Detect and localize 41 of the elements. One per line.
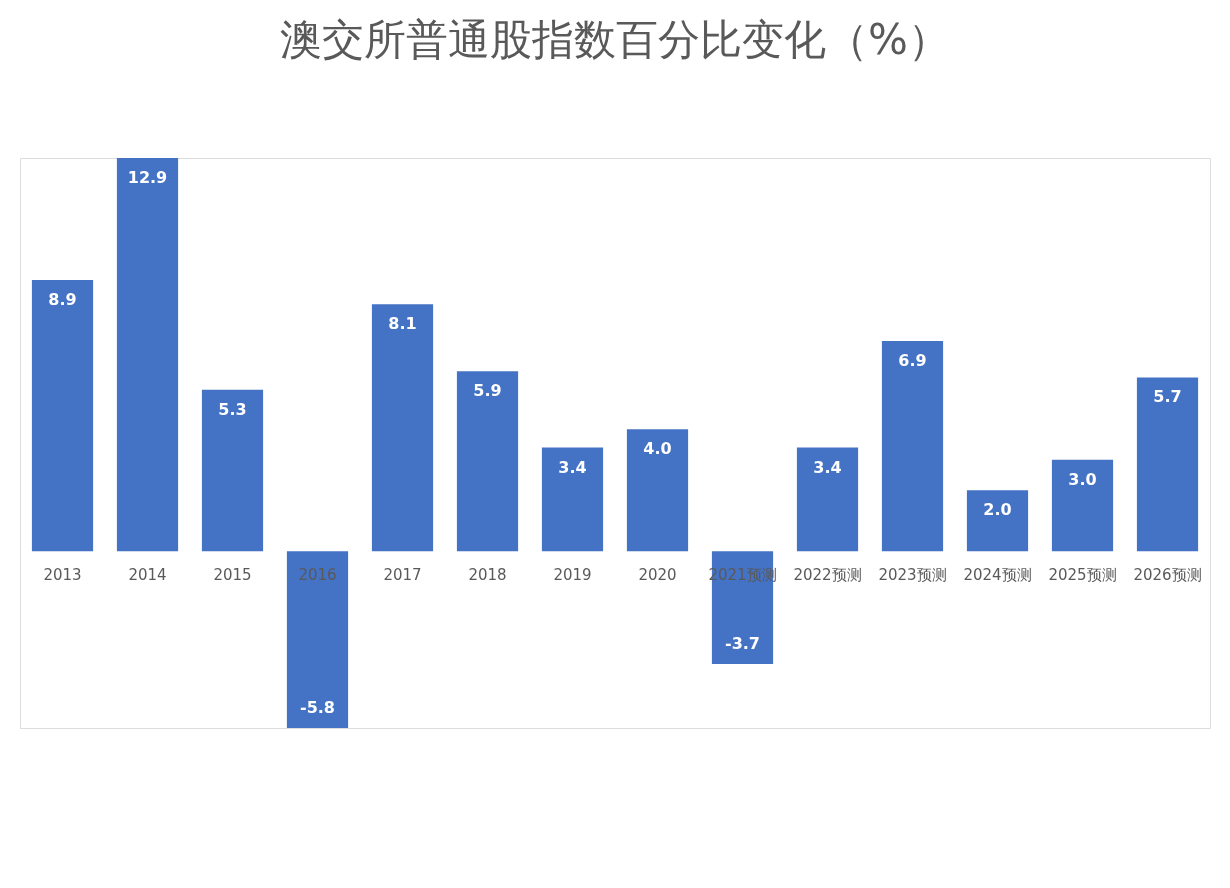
bar <box>881 340 944 552</box>
bar <box>626 429 689 552</box>
x-tick-label: 2025预测 <box>1048 566 1117 585</box>
data-label: 5.3 <box>218 399 247 419</box>
data-label: 4.0 <box>643 439 672 459</box>
bar <box>456 371 519 552</box>
data-label: 3.4 <box>558 457 587 477</box>
x-tick-label: 2024预测 <box>963 566 1032 585</box>
x-tick-label: 2018 <box>468 566 507 585</box>
bar <box>1136 377 1199 552</box>
data-label: 5.7 <box>1153 387 1182 407</box>
data-label: -3.7 <box>725 633 760 653</box>
data-label: 3.4 <box>813 457 842 477</box>
x-tick-label: 2019 <box>553 566 592 585</box>
x-tick-label: 2017 <box>383 566 422 585</box>
bar <box>1051 459 1114 552</box>
data-label: 12.9 <box>127 168 168 187</box>
bar <box>541 447 604 552</box>
bar <box>796 447 859 552</box>
bar <box>31 279 94 552</box>
data-label: -5.8 <box>300 698 335 717</box>
x-tick-label: 2023预测 <box>878 566 947 585</box>
bar <box>201 389 264 552</box>
chart-title: 澳交所普通股指数百分比变化（%） <box>280 15 950 64</box>
bar <box>116 158 179 552</box>
data-label: 2.0 <box>983 500 1012 520</box>
data-label: 8.1 <box>388 314 417 334</box>
data-label: 6.9 <box>898 350 927 370</box>
x-tick-label: 2016 <box>298 566 337 585</box>
x-tick-label: 2015 <box>213 566 252 585</box>
data-label: 8.9 <box>48 289 77 309</box>
x-tick-label: 2014 <box>128 566 167 585</box>
x-tick-label: 2020 <box>638 566 677 585</box>
data-label: 5.9 <box>473 381 502 401</box>
bar <box>371 304 434 552</box>
bar <box>286 551 349 728</box>
bar <box>966 490 1029 552</box>
x-tick-label: 2013 <box>43 566 82 585</box>
x-tick-label: 2026预测 <box>1133 566 1202 585</box>
x-tick-label: 2022预测 <box>793 566 862 585</box>
data-label: 3.0 <box>1068 469 1097 489</box>
